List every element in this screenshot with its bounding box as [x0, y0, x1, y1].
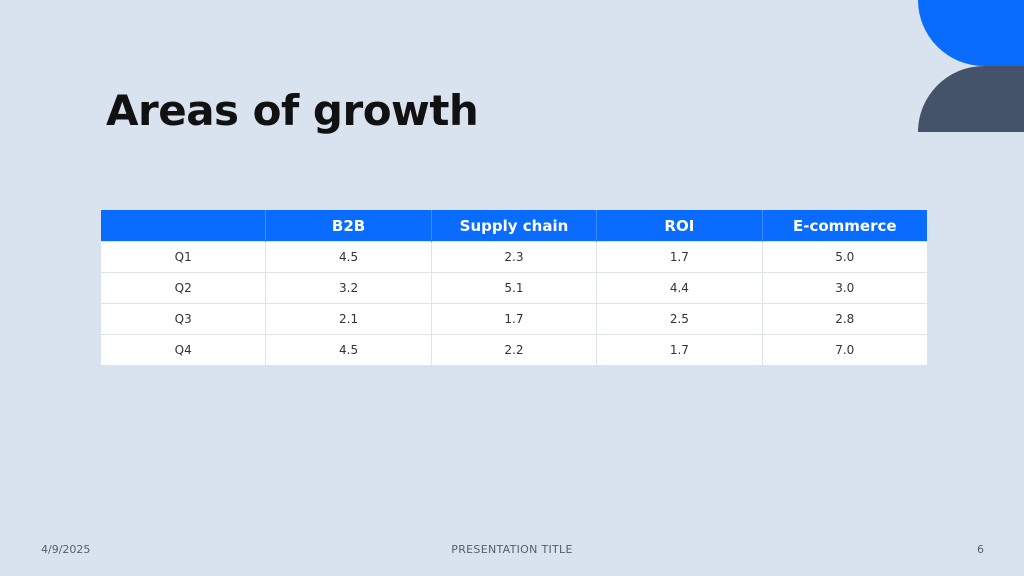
table-cell: 1.7	[596, 241, 763, 273]
row-label-cell: Q4	[101, 334, 266, 365]
table-header-row: B2B Supply chain ROI E-commerce	[101, 210, 927, 242]
table-cell: 5.0	[761, 241, 927, 273]
table-cell: 1.7	[430, 303, 597, 335]
table-cell: 2.2	[430, 334, 597, 365]
table-cell: 2.1	[265, 303, 432, 335]
row-label-cell: Q3	[101, 303, 266, 335]
table-cell: 1.7	[596, 334, 763, 365]
table-row: Q1 4.5 2.3 1.7 5.0	[101, 241, 927, 273]
row-label-cell: Q2	[101, 272, 266, 304]
footer-date: 4/9/2025	[41, 543, 91, 556]
slide-title: Areas of growth	[106, 86, 479, 135]
table-cell: 7.0	[761, 334, 927, 365]
blue-half-circle-shape	[918, 0, 1024, 66]
table-row: Q2 3.2 5.1 4.4 3.0	[101, 272, 927, 304]
table-cell: 2.3	[430, 241, 597, 273]
header-cell-roi: ROI	[596, 210, 763, 242]
table-cell: 4.5	[265, 241, 432, 273]
footer-page-number: 6	[977, 543, 984, 556]
table-cell: 4.4	[596, 272, 763, 304]
growth-table: B2B Supply chain ROI E-commerce Q1 4.5 2…	[101, 210, 927, 365]
table-row: Q4 4.5 2.2 1.7 7.0	[101, 334, 927, 365]
slate-half-circle-shape	[918, 66, 1024, 132]
header-cell-e-commerce: E-commerce	[761, 210, 927, 242]
table-cell: 2.5	[596, 303, 763, 335]
table-cell: 2.8	[761, 303, 927, 335]
table-row: Q3 2.1 1.7 2.5 2.8	[101, 303, 927, 335]
row-label-cell: Q1	[101, 241, 266, 273]
footer-presentation-title: PRESENTATION TITLE	[451, 543, 573, 556]
header-cell-b2b: B2B	[265, 210, 432, 242]
table-cell: 3.2	[265, 272, 432, 304]
header-cell-supply-chain: Supply chain	[430, 210, 597, 242]
header-cell-empty	[101, 210, 266, 242]
table-cell: 3.0	[761, 272, 927, 304]
table-cell: 5.1	[430, 272, 597, 304]
table-cell: 4.5	[265, 334, 432, 365]
